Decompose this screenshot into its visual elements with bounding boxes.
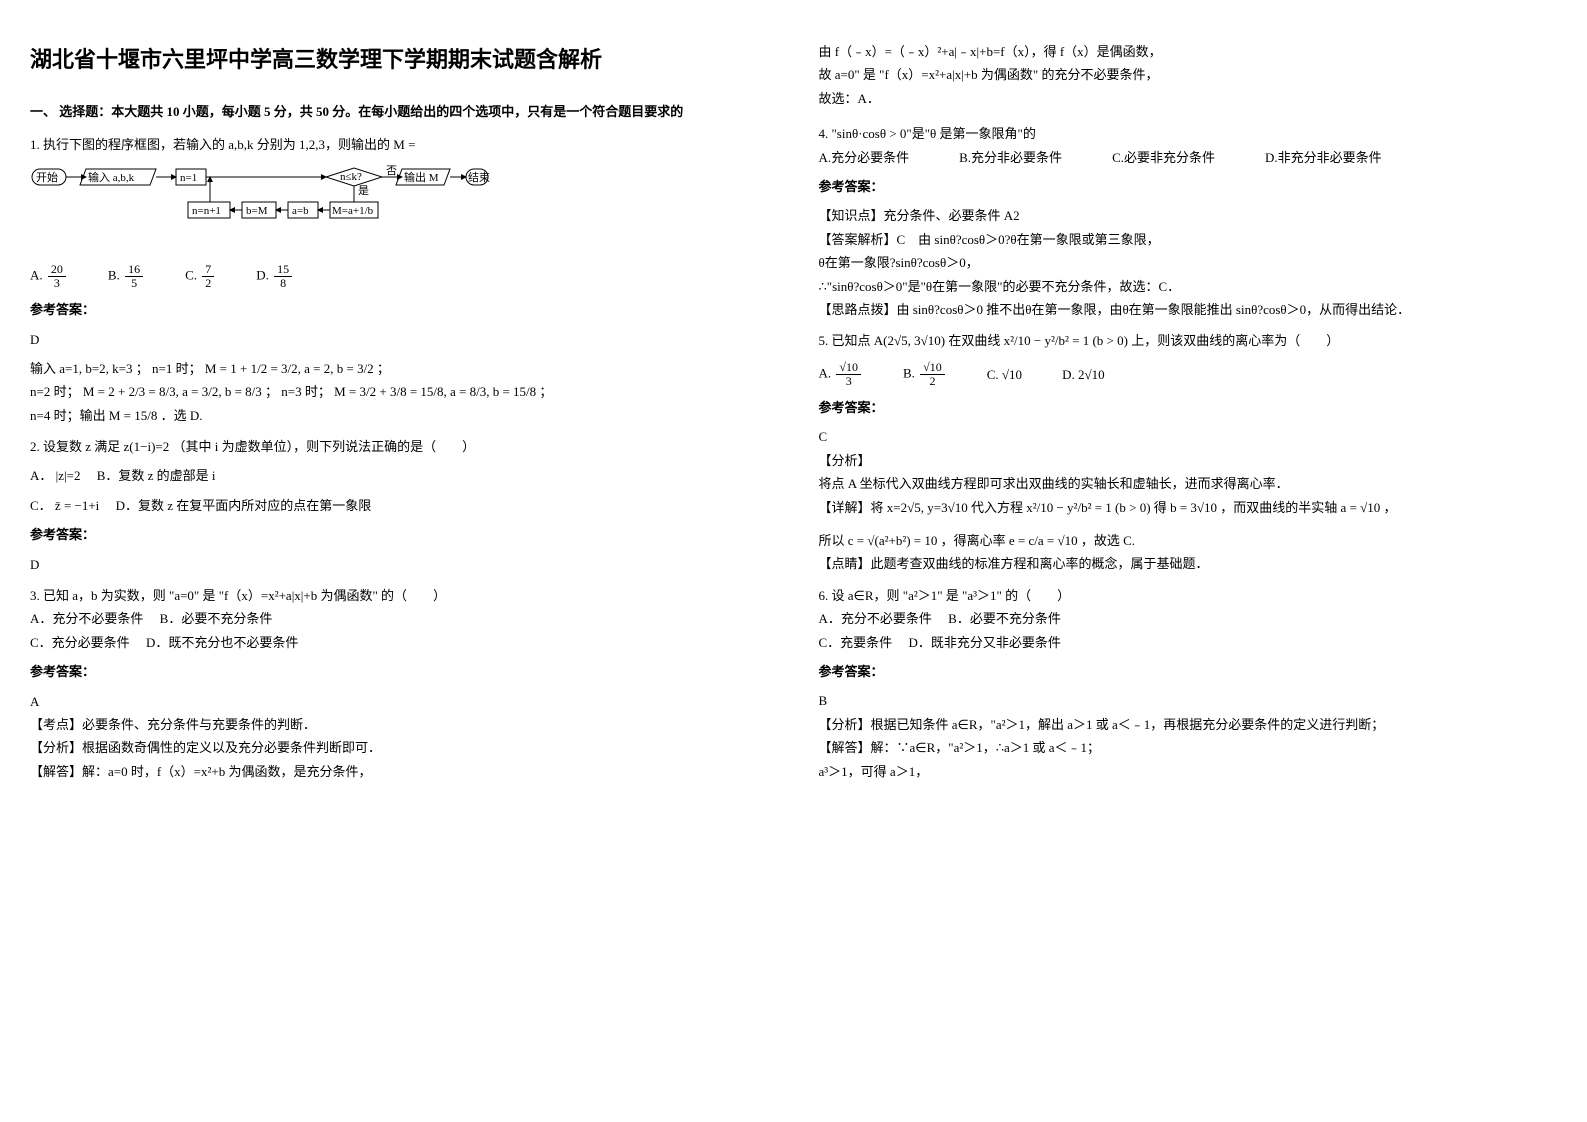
fc-output: 输出 M xyxy=(404,170,439,184)
q1-options: A. 203 B. 165 C. 72 D. 158 xyxy=(30,263,769,290)
section-1-head: 一、 选择题：本大题共 10 小题，每小题 5 分，共 50 分。在每小题给出的… xyxy=(30,100,769,123)
q6-ans-label: 参考答案： xyxy=(819,660,1558,683)
q4-ans-label: 参考答案： xyxy=(819,175,1558,198)
q2-ans-label: 参考答案： xyxy=(30,523,769,546)
fc-cond: n≤k? xyxy=(340,171,362,183)
q5: 5. 已知点 A(2√5, 3√10) 在双曲线 x²/10 − y²/b² =… xyxy=(819,329,1558,576)
fc-a: a=b xyxy=(292,205,309,217)
q2: 2. 设复数 z 满足 z(1−i)=2 （其中 i 为虚数单位），则下列说法正… xyxy=(30,435,769,576)
q1-sol: 输入 a=1, b=2, k=3 ； n=1 时； M = 1 + 1/2 = … xyxy=(30,357,769,427)
fc-b: b=M xyxy=(246,205,268,217)
q4: 4. "sinθ·cosθ > 0"是"θ 是第一象限角"的 A.充分必要条件 … xyxy=(819,122,1558,321)
page: 湖北省十堰市六里坪中学高三数学理下学期期末试题含解析 一、 选择题：本大题共 1… xyxy=(30,40,1557,791)
doc-title: 湖北省十堰市六里坪中学高三数学理下学期期末试题含解析 xyxy=(30,40,769,80)
q1: 1. 执行下图的程序框图，若输入的 a,b,k 分别为 1,2,3，则输出的 M… xyxy=(30,133,769,427)
q3-stem: 3. 已知 a，b 为实数，则 "a=0" 是 "f（x）=x²+a|x|+b … xyxy=(30,584,769,607)
q3-ans-label: 参考答案： xyxy=(30,660,769,683)
q6-ans: B xyxy=(819,689,1558,712)
fc-n1: n=1 xyxy=(180,172,197,184)
q2-ans: D xyxy=(30,553,769,576)
fc-m: M=a+1/b xyxy=(332,205,374,217)
right-column: 由 f（﹣x）=（﹣x）²+a|﹣x|+b=f（x），得 f（x）是偶函数， 故… xyxy=(819,40,1558,791)
fc-n: n=n+1 xyxy=(192,205,221,217)
q6: 6. 设 a∈R，则 "a²＞1" 是 "a³＞1" 的（ ） A．充分不必要条… xyxy=(819,584,1558,783)
q5-ans: C xyxy=(819,425,1558,448)
fc-yes: 是 xyxy=(358,184,369,197)
fc-start: 开始 xyxy=(36,170,58,184)
q4-stem: 4. "sinθ·cosθ > 0"是"θ 是第一象限角"的 xyxy=(819,122,1558,145)
fc-no: 否 xyxy=(386,165,397,177)
q1-flowchart: 开始 输入 a,b,k n=1 n≤k? 否 是 输出 M xyxy=(30,164,490,239)
fc-end: 结束 xyxy=(468,171,490,184)
q6-stem: 6. 设 a∈R，则 "a²＞1" 是 "a³＞1" 的（ ） xyxy=(819,584,1558,607)
left-column: 湖北省十堰市六里坪中学高三数学理下学期期末试题含解析 一、 选择题：本大题共 1… xyxy=(30,40,769,791)
q5-ans-label: 参考答案： xyxy=(819,396,1558,419)
q1-stem: 1. 执行下图的程序框图，若输入的 a,b,k 分别为 1,2,3，则输出的 M… xyxy=(30,133,769,156)
fc-input: 输入 a,b,k xyxy=(88,170,135,184)
q3-ans: A xyxy=(30,690,769,713)
q1-ans: D xyxy=(30,328,769,351)
q1-ans-label: 参考答案： xyxy=(30,298,769,321)
q3: 3. 已知 a，b 为实数，则 "a=0" 是 "f（x）=x²+a|x|+b … xyxy=(30,584,769,783)
